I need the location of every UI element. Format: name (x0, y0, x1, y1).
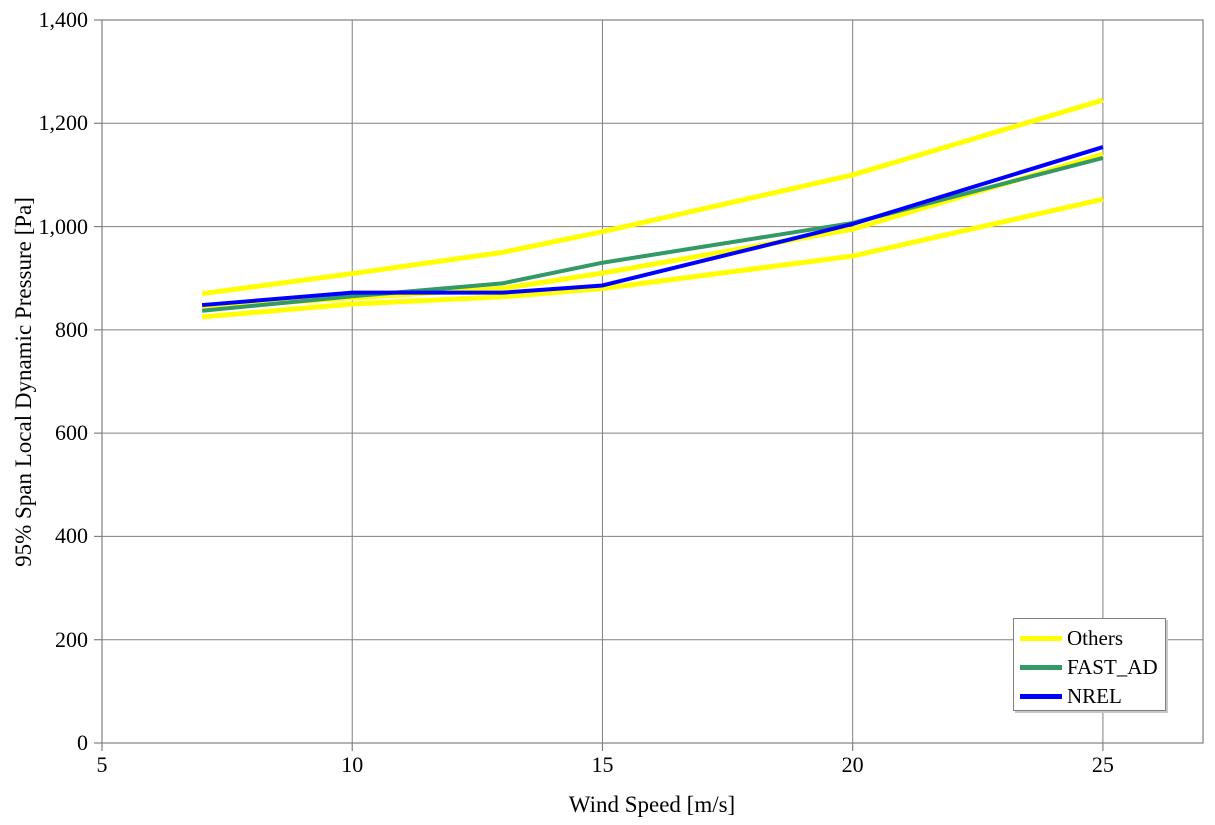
y-tick-label: 600 (55, 420, 88, 446)
y-tick-label: 400 (55, 523, 88, 549)
legend: Others FAST_AD NREL (1013, 618, 1166, 711)
y-tick-label: 1,200 (38, 110, 89, 136)
legend-label: Others (1067, 626, 1123, 650)
x-tick-label: 20 (841, 752, 864, 777)
y-tick-label: 800 (55, 316, 88, 342)
legend-label: FAST_AD (1067, 655, 1158, 679)
series-line-nrel (201, 145, 1104, 308)
x-axis-title: Wind Speed [m/s] (568, 792, 736, 817)
legend-line-swatch (1020, 665, 1062, 670)
x-tick-label: 25 (1091, 752, 1114, 777)
y-tick-label: 200 (55, 626, 88, 652)
legend-item: NREL (1014, 682, 1165, 711)
y-tick-label: 0 (77, 730, 88, 755)
plot-border (101, 19, 1204, 744)
x-tick-label: 10 (341, 752, 364, 777)
series-line-others-lower-envelope (201, 196, 1104, 320)
legend-item: FAST_AD (1014, 653, 1165, 682)
legend-line-swatch (1020, 694, 1062, 699)
y-tick-label: 1,000 (38, 213, 89, 239)
series-line-fast-ad (201, 155, 1104, 313)
x-tick-label: 5 (96, 752, 108, 777)
legend-item: Others (1014, 624, 1165, 653)
series-line-others-upper-envelope (201, 97, 1104, 297)
legend-line-swatch (1020, 636, 1062, 641)
y-tick-label: 1,400 (38, 7, 89, 32)
legend-label: NREL (1067, 684, 1122, 708)
y-axis-title: 95% Span Local Dynamic Pressure [Pa] (11, 197, 36, 567)
x-tick-label: 15 (591, 752, 614, 777)
